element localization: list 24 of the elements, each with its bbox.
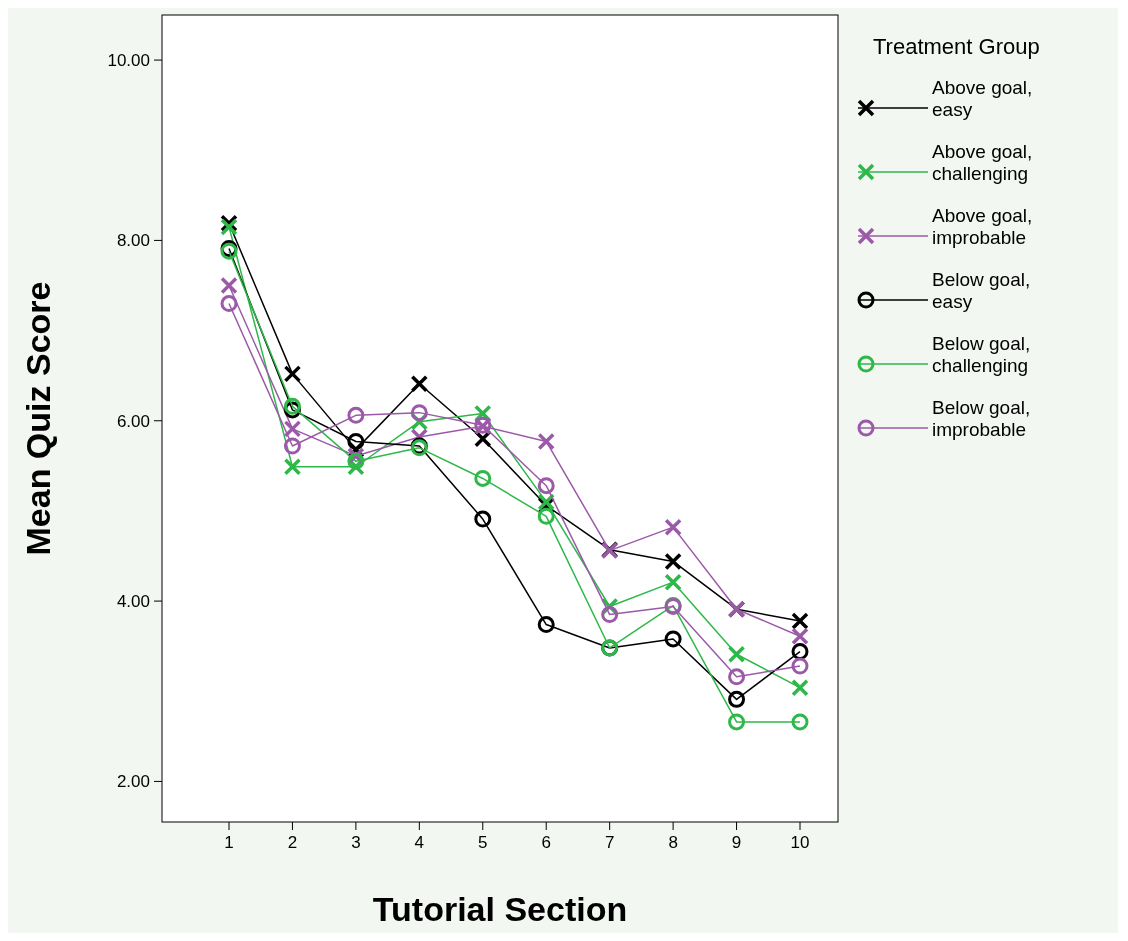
legend-label: Below goal, improbable <box>932 397 1031 440</box>
legend-label: Above goal, easy <box>932 77 1033 120</box>
legend-label: Below goal, challenging <box>932 333 1031 376</box>
legend-label: Above goal, challenging <box>932 141 1033 184</box>
x-tick-label: 3 <box>351 833 361 852</box>
x-tick-label: 6 <box>541 833 551 852</box>
y-tick-label: 6.00 <box>116 411 150 431</box>
x-tick-label: 5 <box>478 833 488 852</box>
y-tick-label: 4.00 <box>116 592 150 612</box>
legend-label: Above goal, improbable <box>932 205 1033 248</box>
x-axis-title: Tutorial Section <box>372 890 628 928</box>
y-axis-title: Mean Quiz Score <box>19 281 57 556</box>
x-tick-label: 1 <box>224 833 234 852</box>
y-tick-label: 8.00 <box>116 231 150 251</box>
legend-label: Below goal, easy <box>932 269 1031 312</box>
y-tick-label: 2.00 <box>116 772 150 792</box>
x-tick-label: 2 <box>287 833 298 852</box>
x-tick-label: 7 <box>604 833 615 852</box>
x-tick-label: 9 <box>731 833 742 852</box>
legend-title: Treatment Group <box>873 34 1040 59</box>
x-tick-label: 4 <box>414 833 425 852</box>
y-tick-label: 10.00 <box>107 51 150 71</box>
x-tick-label: 8 <box>668 833 678 852</box>
x-tick-label: 10 <box>790 833 810 852</box>
